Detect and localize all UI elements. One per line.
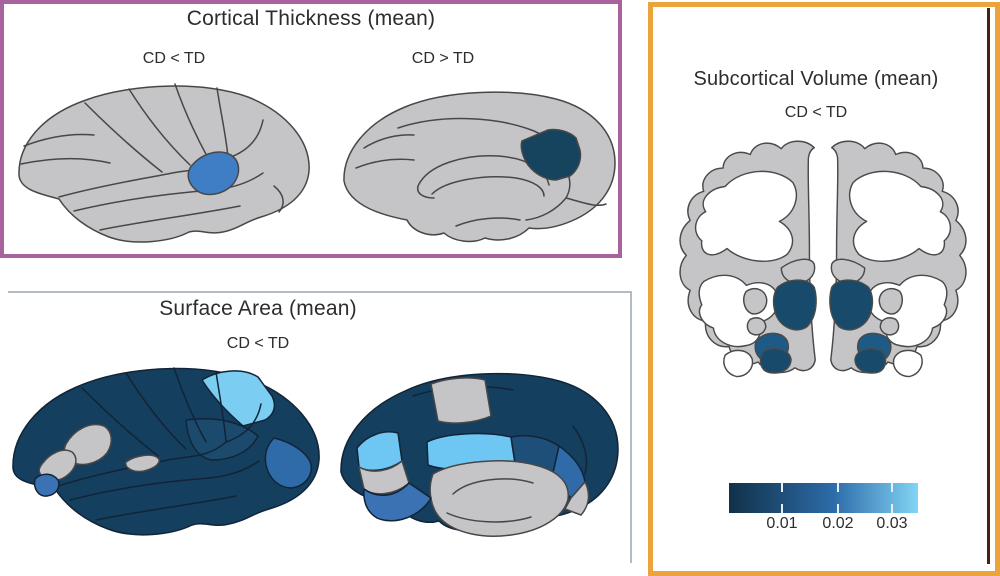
sulci-lines [54,367,262,521]
ct-medial-brain-map [336,86,621,254]
ct-contrast-right-label: CD > TD [411,50,475,67]
ct-lateral-svg [18,83,310,243]
white-matter-upper [694,170,797,262]
corpus-callosum-lines [446,478,534,523]
gray-region-medial-wall [429,460,569,537]
colorbar-tick-label-1: 0.01 [766,515,798,532]
region-orbital-blue [33,473,60,497]
coronal-svg [679,140,967,378]
sa-medial-brain-map [333,366,628,558]
coronal-slice-map [663,132,983,400]
sv-contrast-label: CD < TD [784,104,848,121]
colorbar-tick-label-2: 0.02 [822,515,854,532]
colorbar-ticks [781,483,893,513]
cortical-thickness-title: Cortical Thickness (mean) [186,7,436,30]
brain-outline [343,91,616,243]
mirrored-hemisphere [829,140,967,378]
region-lateral-occipital-midblue [264,437,313,489]
white-matter-temporal [723,349,754,378]
caudate-gray [780,258,816,285]
sa-medial-svg [340,372,619,537]
thalamus-region [772,279,817,331]
region-rostral-steelblue [363,482,432,522]
sa-contrast-label: CD < TD [226,335,290,352]
colorbar [729,483,918,513]
highlighted-region-posterior-cingulate [520,128,582,181]
ct-medial-svg [343,91,616,243]
colorbar-svg [729,483,918,513]
parietal-patch [185,418,259,461]
gray-region-lingual [564,481,590,516]
subcortical-volume-title: Subcortical Volume (mean) [693,68,939,90]
panel-inner-shadow-line [987,8,990,564]
putamen-gray [743,288,768,315]
hippocampus-region [759,347,792,374]
globus-pallidus-gray [746,317,767,336]
colorbar-tick-label-3: 0.03 [876,515,908,532]
highlighted-region-supramarginal [187,151,240,196]
ct-lateral-brain-map [12,78,317,250]
surface-area-title: Surface Area (mean) [159,297,357,320]
sa-lateral-svg [12,367,320,536]
gray-region-insula [125,454,160,473]
sa-lateral-brain-map [6,360,331,552]
brain-outline [18,85,310,243]
colorbar-gradient [729,483,918,513]
gray-region-paracentral [430,377,492,424]
gray-region-pars-triangularis [38,449,77,482]
ct-contrast-left-label: CD < TD [142,50,206,67]
